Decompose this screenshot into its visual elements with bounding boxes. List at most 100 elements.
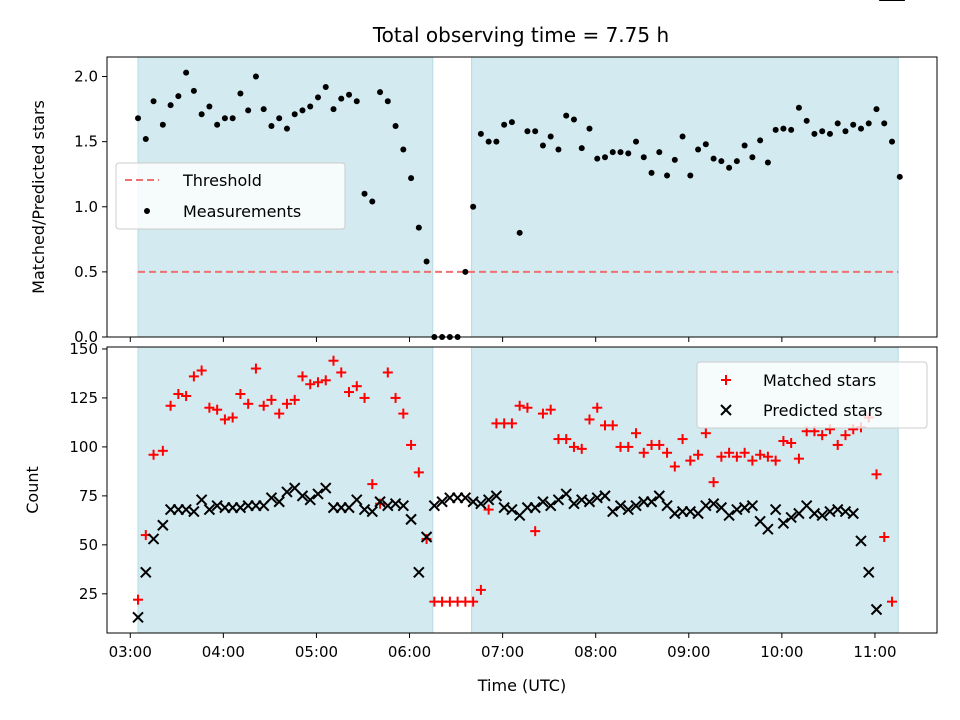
matched-star-point — [382, 367, 393, 378]
matched-star-point — [708, 477, 719, 488]
legend-matched-label: Matched stars — [763, 371, 876, 390]
measurement-point — [702, 141, 709, 148]
matched-star-point — [413, 467, 424, 478]
matched-star-point — [165, 400, 176, 411]
predicted-star-point — [863, 566, 875, 578]
matched-star-point — [879, 532, 890, 543]
measurement-point — [586, 125, 593, 132]
measurement-point — [578, 145, 585, 152]
measurement-point — [501, 121, 508, 128]
measurement-point — [214, 121, 221, 128]
matched-star-point — [281, 398, 292, 409]
count-y-tick-label-5: 150 — [69, 340, 98, 358]
predicted-star-point — [785, 511, 797, 524]
measurement-point — [873, 106, 880, 113]
chart-title: Total observing time = 7.75 h — [372, 23, 669, 47]
predicted-star-point — [490, 490, 503, 502]
measurement-point — [206, 103, 213, 110]
predicted-star-point — [599, 490, 611, 502]
predicted-star-point — [544, 499, 557, 512]
ratio-y-ticks: 0.0 0.5 1.0 1.5 2.0 — [74, 68, 107, 346]
predicted-star-point — [188, 505, 200, 518]
measurement-point — [687, 172, 694, 179]
measurement-point — [245, 107, 252, 114]
measurement-point — [718, 158, 725, 165]
matched-star-point — [623, 441, 634, 452]
measurement-point — [338, 95, 345, 102]
measurement-point — [788, 126, 795, 133]
measurement-point — [361, 190, 368, 197]
measurement-point — [516, 229, 523, 236]
matched-star-point — [227, 412, 238, 423]
ratio-panel: 0.00.51.01.52.0 Matched/Predicted stars … — [29, 56, 938, 346]
matched-star-point — [530, 526, 541, 537]
matched-star-point — [173, 389, 184, 400]
x-tick-label-7: 10:00 — [760, 643, 803, 661]
matched-star-point — [312, 377, 323, 388]
predicted-star-point — [847, 507, 859, 520]
matched-star-point — [398, 408, 409, 419]
measurement-point — [524, 128, 531, 135]
predicted-star-point — [147, 533, 160, 545]
legend-predicted-label: Predicted stars — [763, 401, 883, 420]
measurement-point — [400, 146, 407, 153]
measurement-point — [508, 119, 515, 126]
measurement-point — [276, 115, 283, 122]
x-axis-label: Time (UTC) — [477, 676, 566, 695]
matched-star-point — [297, 371, 308, 382]
matched-star-point — [514, 400, 525, 411]
measurement-point — [307, 103, 314, 110]
measurement-point — [726, 164, 733, 171]
count-y-tick-label-1: 50 — [79, 536, 98, 554]
matched-star-point — [755, 449, 766, 460]
matched-star-point — [887, 596, 898, 607]
legend-matched-swatch — [721, 375, 731, 385]
predicted-stars-points — [132, 0, 905, 624]
measurement-point — [889, 138, 896, 145]
count-legend-box — [696, 361, 928, 429]
matched-star-point — [235, 389, 246, 400]
ratio-axes-frame — [106, 56, 938, 338]
measurement-point — [384, 98, 391, 105]
measurement-point — [470, 203, 477, 210]
matched-star-point — [522, 402, 533, 413]
legend-predicted-swatch — [720, 404, 732, 416]
predicted-star-point — [630, 499, 642, 512]
matched-star-point — [483, 504, 494, 515]
measurement-point — [648, 169, 655, 176]
predicted-star-point — [537, 496, 549, 508]
matched-star-point — [328, 355, 339, 366]
matched-star-point — [274, 408, 285, 419]
measurement-point — [826, 130, 833, 137]
measurement-point — [229, 115, 236, 122]
count-y-tick-label-2: 75 — [79, 487, 98, 505]
measurement-point — [803, 117, 810, 124]
predicted-star-point — [816, 509, 828, 522]
shaded-interval-1 — [471, 56, 899, 338]
matched-star-point — [731, 451, 742, 462]
predicted-star-point — [653, 490, 666, 502]
measurement-point — [392, 123, 399, 130]
matched-star-point — [654, 439, 665, 450]
matched-star-point — [506, 418, 517, 429]
matched-star-point — [219, 414, 230, 425]
measurement-point — [640, 154, 647, 161]
measurement-point — [175, 93, 182, 100]
ratio-measurement-points — [135, 69, 903, 340]
measurement-point — [625, 150, 632, 157]
measurement-point — [462, 268, 469, 275]
ratio-y-tick-label-4: 2.0 — [74, 68, 98, 86]
x-tick-label-3: 06:00 — [388, 643, 431, 661]
predicted-star-point — [304, 494, 316, 506]
matched-star-point — [700, 428, 711, 439]
measurement-point — [842, 128, 849, 135]
predicted-star-point — [607, 505, 619, 518]
legend-measurements-swatch — [144, 208, 150, 214]
matched-star-point — [196, 365, 207, 376]
matched-star-point — [662, 447, 673, 458]
matched-star-point — [576, 443, 587, 454]
predicted-star-point — [529, 501, 541, 514]
predicted-star-point — [855, 535, 867, 547]
count-y-tick-label-0: 25 — [79, 585, 98, 603]
